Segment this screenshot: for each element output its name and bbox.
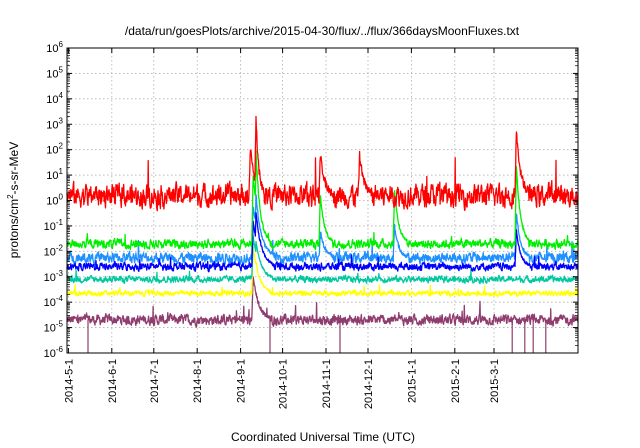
x-axis: 2014-5-1 2014-6-1 2014-7-1 2014-8-1 2014-9-1… bbox=[63, 48, 501, 409]
chart-title: /data/run/goesPlots/archive/2015-04-30/f… bbox=[125, 24, 520, 38]
x-tick-label: 2015-1-1 bbox=[406, 359, 418, 403]
x-tick-label: 2014-7-1 bbox=[149, 359, 161, 403]
series-layer bbox=[66, 115, 579, 353]
y-tick-label: 10-4 bbox=[44, 294, 64, 309]
series-line-4 bbox=[66, 212, 579, 273]
x-tick-label: 2014-10-1 bbox=[278, 359, 290, 409]
y-tick-label: 10-2 bbox=[44, 243, 64, 258]
y-tick-exp: 0 bbox=[59, 193, 64, 202]
y-tick-base: 10 bbox=[44, 272, 56, 284]
y-tick-base: 10 bbox=[44, 323, 56, 335]
y-tick-exp: -6 bbox=[56, 345, 64, 354]
x-axis-label: Coordinated Universal Time (UTC) bbox=[231, 430, 415, 444]
y-axis-label-main: protons/cm bbox=[7, 199, 21, 258]
y-tick-base: 10 bbox=[46, 43, 58, 55]
y-tick-label: 104 bbox=[46, 91, 63, 106]
y-tick-exp: -2 bbox=[56, 243, 64, 252]
y-tick-base: 10 bbox=[46, 170, 58, 182]
y-tick-base: 10 bbox=[44, 221, 56, 233]
y-tick-base: 10 bbox=[46, 145, 58, 157]
y-axis-label: protons/cm2-s-sr-MeV bbox=[6, 142, 21, 258]
x-tick-label: 2015-3-1 bbox=[489, 359, 501, 403]
y-tick-label: 10-1 bbox=[44, 218, 64, 233]
y-tick-base: 10 bbox=[46, 196, 58, 208]
y-axis-label-rest: -s-sr-MeV bbox=[7, 142, 21, 195]
y-tick-exp: -3 bbox=[56, 269, 64, 278]
y-tick-base: 10 bbox=[44, 246, 56, 258]
y-tick-label: 100 bbox=[46, 193, 63, 208]
y-tick-exp: 5 bbox=[59, 65, 64, 74]
y-tick-exp: 2 bbox=[59, 142, 64, 151]
y-tick-base: 10 bbox=[46, 119, 58, 131]
y-tick-label: 105 bbox=[46, 65, 63, 80]
x-tick-label: 2015-2-1 bbox=[450, 359, 462, 403]
y-tick-base: 10 bbox=[46, 94, 58, 106]
series-line-3 bbox=[66, 194, 579, 266]
y-tick-base: 10 bbox=[44, 348, 56, 360]
x-tick-label: 2014-8-1 bbox=[192, 359, 204, 403]
x-tick-label: 2014-11-1 bbox=[321, 359, 333, 408]
x-tick-label: 2014-12-1 bbox=[363, 359, 375, 409]
y-tick-exp: 6 bbox=[59, 40, 64, 49]
series-line-6 bbox=[66, 115, 579, 212]
y-tick-base: 10 bbox=[46, 68, 58, 80]
series-line-1 bbox=[66, 244, 579, 298]
y-tick-label: 10-5 bbox=[44, 320, 64, 335]
y-tick-exp: 1 bbox=[59, 167, 64, 176]
y-tick-label: 10-6 bbox=[44, 345, 64, 360]
x-tick-label: 2014-9-1 bbox=[236, 359, 248, 403]
series-line-5 bbox=[66, 150, 579, 251]
series-line-0 bbox=[66, 276, 579, 328]
y-tick-label: 10-3 bbox=[44, 269, 64, 284]
y-tick-base: 10 bbox=[44, 297, 56, 309]
series-line-2 bbox=[66, 235, 579, 285]
y-axis: 10-610-510-410-310-210-11001011021031041… bbox=[44, 40, 578, 360]
y-tick-label: 103 bbox=[46, 116, 63, 131]
y-tick-exp: 3 bbox=[59, 116, 64, 125]
x-tick-label: 2014-6-1 bbox=[107, 359, 119, 403]
x-tick-label: 2014-5-1 bbox=[63, 359, 75, 403]
y-tick-label: 102 bbox=[46, 142, 63, 157]
y-tick-exp: 4 bbox=[59, 91, 64, 100]
y-tick-exp: -5 bbox=[56, 320, 64, 329]
y-tick-label: 106 bbox=[46, 40, 63, 55]
y-tick-label: 101 bbox=[46, 167, 63, 182]
y-axis-label-sup: 2 bbox=[6, 194, 15, 199]
y-tick-exp: -4 bbox=[56, 294, 64, 303]
y-tick-exp: -1 bbox=[56, 218, 64, 227]
